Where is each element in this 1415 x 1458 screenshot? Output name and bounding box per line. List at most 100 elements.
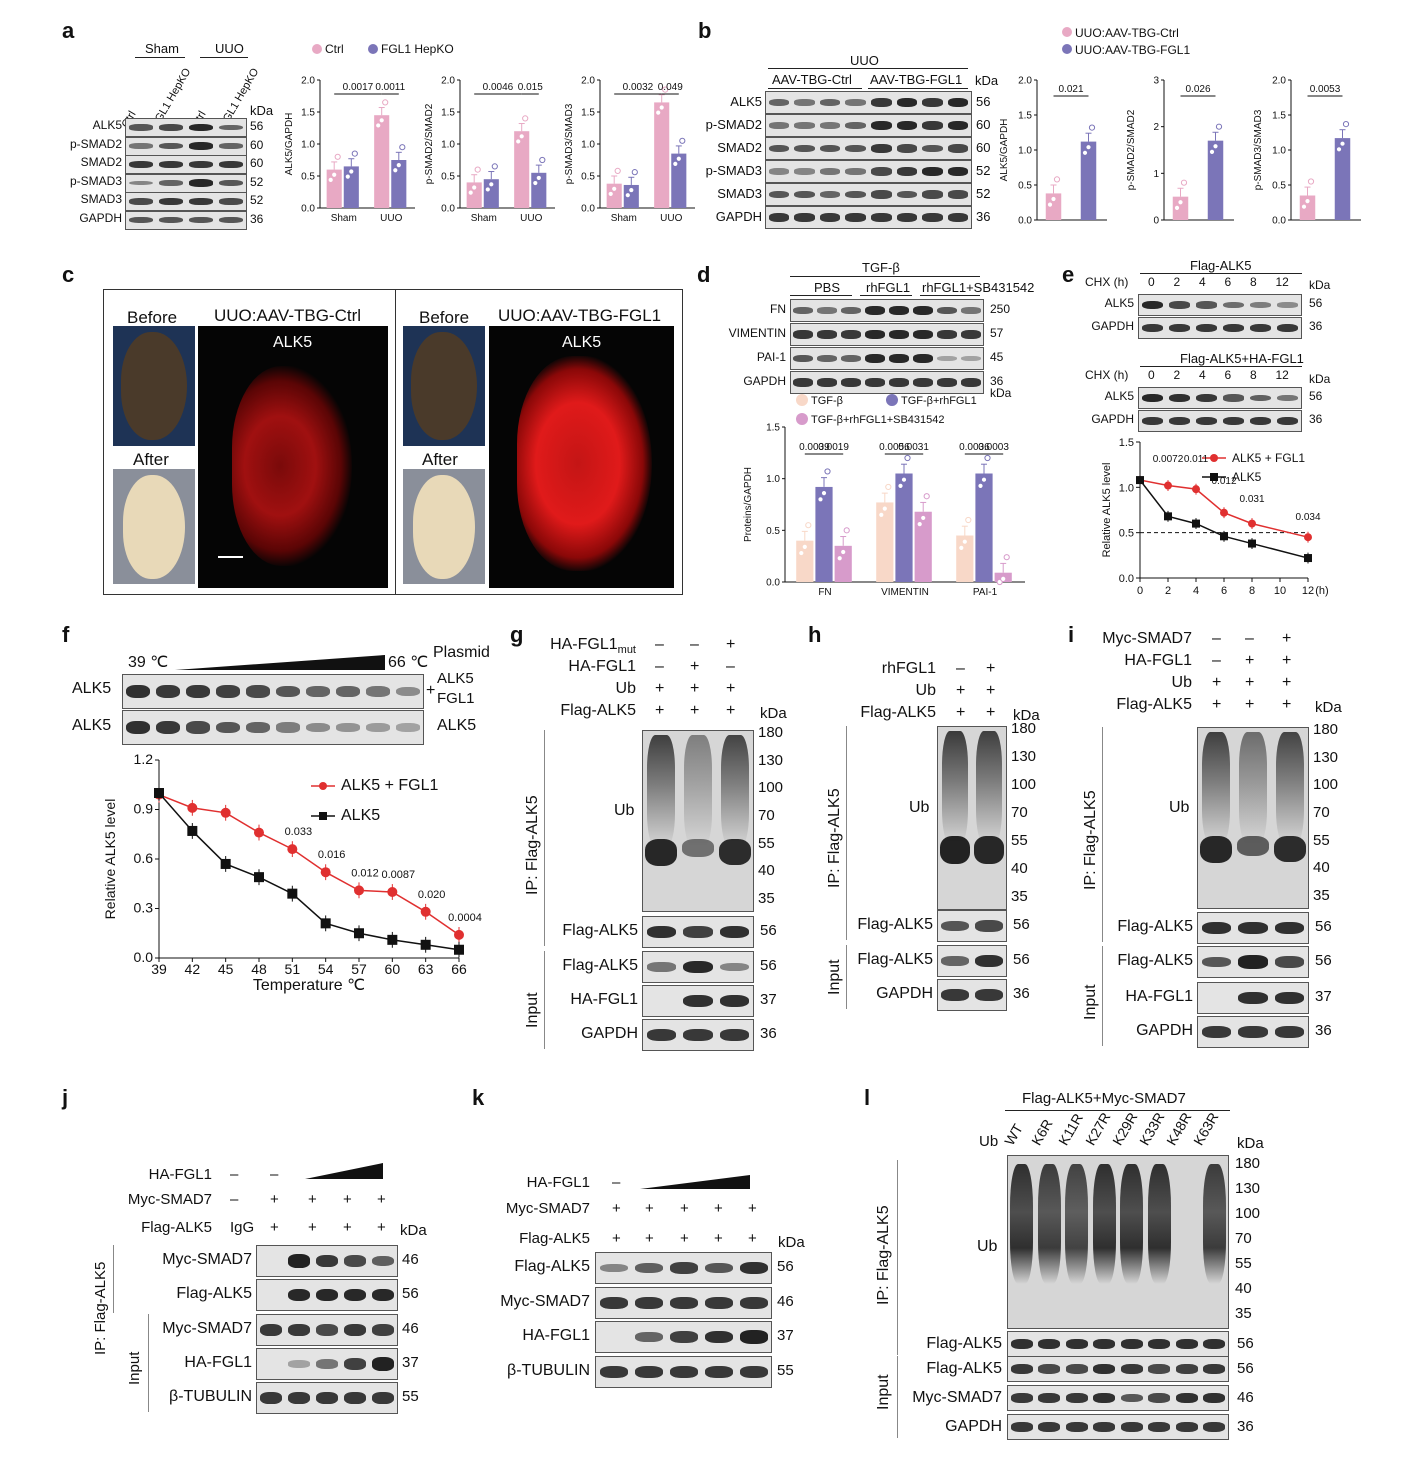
blot-row-f2-band [366,723,390,732]
y-tick-label: 1.5 [301,108,315,119]
ub-smear-lane-l [1037,1164,1061,1284]
data-point [1300,203,1308,210]
dose-triangle-j [305,1163,383,1179]
ladder-mark-h: 55 [1011,832,1028,849]
x-tick-label: 8 [1249,585,1255,597]
ub-smear-g [642,730,754,912]
condition-name-i: HA-FGL1 [1124,652,1192,669]
chx-label-e2: CHX (h) [1085,368,1129,382]
category-label: Sham [611,213,637,224]
kda-value-g: 56 [760,957,777,974]
condition-label-h: Ub [916,682,936,700]
data-point [220,858,231,869]
light-sheet-image-right [489,326,674,588]
legend-marker-ctrl-b [1062,27,1072,37]
kda-value-b: 60 [976,140,991,155]
legend-label-fgl1-b: UUO:AAV-TBG-FGL1 [1075,43,1190,57]
blot-row-k-band [739,1330,768,1344]
kda-value-i: 56 [1315,918,1332,935]
blot-row-l-band [1010,1339,1033,1349]
kda-value-i: 37 [1315,988,1332,1005]
row-label-d: VIMENTIN [728,326,786,340]
ub-band-55-g [645,839,678,867]
data-point [1215,123,1223,130]
ladder-mark-g: 40 [758,862,775,880]
data-point [798,549,805,557]
data-point [881,505,888,512]
blot-row-g [642,916,754,948]
x-tick-label: 51 [285,961,301,977]
blot-row-j-band [371,1255,395,1267]
blot-row-d-band [889,378,909,387]
title-right-c: UUO:AAV-TBG-FGL1 [498,306,662,325]
kda-header-l: kDa [1237,1135,1264,1152]
blot-row-l-band [1203,1393,1226,1403]
input-divider-l [897,1356,898,1438]
category-label: VIMENTIN [881,587,929,598]
data-point [515,138,522,145]
row-label-g: Flag-ALK5 [562,922,638,939]
blot-row-i-band [1201,921,1231,935]
blot-row-e-band [1168,393,1191,403]
legend-marker [1210,454,1218,462]
row-label-i: Flag-ALK5 [1117,952,1193,969]
plasmid-label-f: Plasmid [433,644,490,661]
blot-row-a-band [129,124,153,131]
category-label: Sham [471,213,497,224]
condition-label-g: Ub [616,680,636,698]
blot-row-j-band [343,1358,367,1370]
ip-divider-g [544,730,545,946]
blot-row-d-band [937,355,957,362]
row-label-a: p-SMAD2 [69,136,122,151]
data-point [1164,512,1172,521]
row-label-b: p-SMAD2 [705,117,762,132]
data-point [1192,519,1200,528]
blot-row-f1-band [336,685,360,698]
lane-label-l: WT [1001,1121,1026,1148]
blot-row-a [125,192,247,211]
data-point [254,872,264,883]
condition-label-g: Flag-ALK5 [560,702,636,720]
blot-row-b-band [922,121,943,130]
condition-mark-j: + [377,1191,386,1208]
y-tick-label: 1.0 [581,140,595,151]
panel-label-a: a [62,18,75,43]
condition-mark-i: + [1212,674,1222,691]
blot-row-b [765,183,972,206]
input-label-i: Input [1082,984,1099,1020]
blot-row-i-band [1201,1025,1231,1039]
blot-row-a-band [129,161,153,168]
lane-label-l: K27R [1082,1109,1114,1148]
blot-row-e-band [1276,416,1299,426]
blot-row-l-band [1120,1364,1143,1374]
blot-row-l-band [1093,1339,1116,1349]
condition-label-g: HA-FGL1 [568,658,636,676]
blot-row-b-band [845,213,866,222]
row1-label-f: ALK5 [72,680,112,697]
blot-row-f2 [122,710,424,745]
blot-row-b-band [871,167,892,176]
ub-band-55-h [940,836,970,865]
ladder-mark-h: 180 [1011,720,1037,737]
blot-row-f2-band [186,721,210,734]
p-value-label: 0.0031 [898,442,929,453]
blot-row-f1-band [366,686,390,697]
kda-value-d: 57 [990,326,1004,340]
condition-mark-g: + [690,702,700,719]
series-line [158,793,460,936]
ladder-mark-h: 130 [1011,748,1037,765]
kda-header-j: kDa [400,1222,427,1239]
data-point [1136,476,1144,485]
ip-label-g: IP: Flag-ALK5 [524,795,541,895]
condition-mark-k: + [680,1200,689,1217]
condition-sub-g: mut [617,644,636,657]
bar [1299,195,1316,220]
blot-row-f2-band [336,723,360,732]
condition-name-g: HA-FGL1 [550,636,618,653]
y-tick-label: 0.5 [1018,181,1032,192]
kda-value-e: 36 [1309,319,1323,333]
data-point [348,168,355,175]
data-point [980,476,988,483]
blot-row-d-band [961,378,981,387]
data-point [607,190,614,198]
